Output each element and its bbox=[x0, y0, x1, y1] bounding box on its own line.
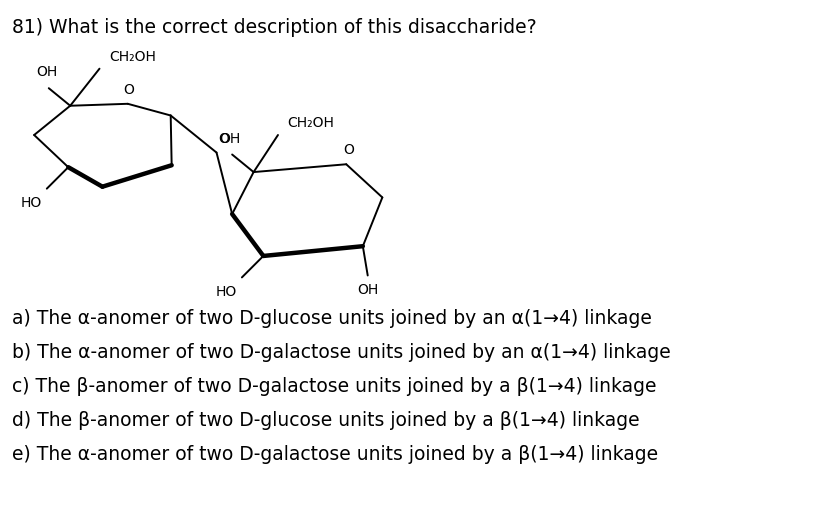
Text: OH: OH bbox=[220, 132, 241, 146]
Text: b) The α-anomer of two D-galactose units joined by an α(1→4) linkage: b) The α-anomer of two D-galactose units… bbox=[12, 343, 670, 362]
Text: OH: OH bbox=[36, 66, 58, 79]
Text: OH: OH bbox=[357, 283, 378, 297]
Text: HO: HO bbox=[21, 197, 42, 210]
Text: c) The β-anomer of two D-galactose units joined by a β(1→4) linkage: c) The β-anomer of two D-galactose units… bbox=[12, 377, 656, 396]
Text: a) The α-anomer of two D-glucose units joined by an α(1→4) linkage: a) The α-anomer of two D-glucose units j… bbox=[12, 309, 652, 328]
Text: e) The α-anomer of two D-galactose units joined by a β(1→4) linkage: e) The α-anomer of two D-galactose units… bbox=[12, 445, 658, 464]
Text: O: O bbox=[219, 132, 230, 146]
Text: CH₂OH: CH₂OH bbox=[109, 50, 156, 64]
Text: O: O bbox=[343, 143, 354, 157]
Text: O: O bbox=[123, 83, 134, 97]
Text: d) The β-anomer of two D-glucose units joined by a β(1→4) linkage: d) The β-anomer of two D-glucose units j… bbox=[12, 411, 639, 430]
Text: CH₂OH: CH₂OH bbox=[287, 116, 334, 130]
Text: HO: HO bbox=[215, 285, 237, 299]
Text: 81) What is the correct description of this disaccharide?: 81) What is the correct description of t… bbox=[12, 18, 536, 37]
